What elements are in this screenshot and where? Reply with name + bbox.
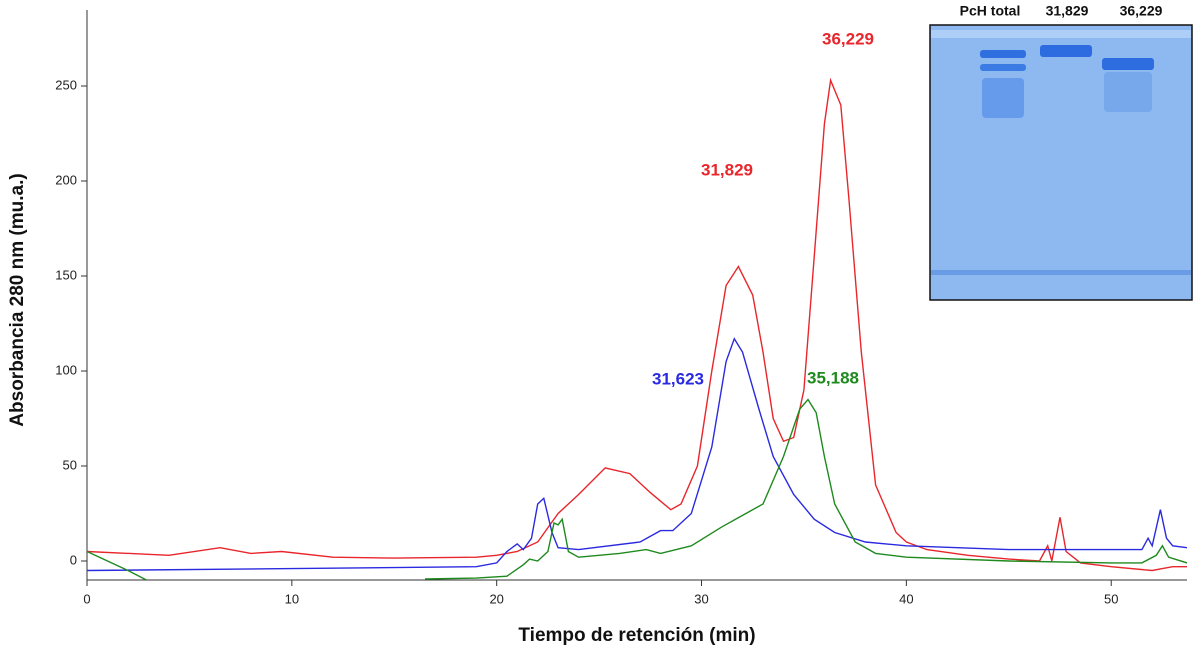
- peak-label: 31,829: [701, 160, 753, 179]
- y-tick-label: 200: [55, 172, 77, 187]
- y-tick-label: 150: [55, 267, 77, 282]
- y-tick-label: 250: [55, 77, 77, 92]
- x-tick-label: 20: [489, 591, 503, 606]
- y-axis-title: Absorbancia 280 nm (mu.a.): [7, 173, 28, 426]
- y-tick-label: 50: [63, 457, 77, 472]
- peak-label: 36,229: [822, 29, 874, 48]
- x-tick-label: 30: [694, 591, 708, 606]
- x-tick-label: 50: [1104, 591, 1118, 606]
- lane-label: 36,229: [1120, 3, 1163, 19]
- x-tick-label: 0: [83, 591, 90, 606]
- y-tick-label: 0: [70, 552, 77, 567]
- peak-label: 35,188: [807, 368, 859, 387]
- gel-inset: [930, 25, 1192, 300]
- x-tick-label: 40: [899, 591, 913, 606]
- lane-label: 31,829: [1046, 3, 1089, 19]
- chart: Tiempo de retención (min) Absorbancia 28…: [0, 0, 1195, 653]
- line-series: [87, 339, 1187, 571]
- peak-label: 31,623: [652, 369, 704, 388]
- lane-label: PcH total: [960, 3, 1021, 19]
- x-tick-label: 10: [285, 591, 299, 606]
- y-tick-label: 100: [55, 362, 77, 377]
- x-axis-title: Tiempo de retención (min): [518, 625, 755, 646]
